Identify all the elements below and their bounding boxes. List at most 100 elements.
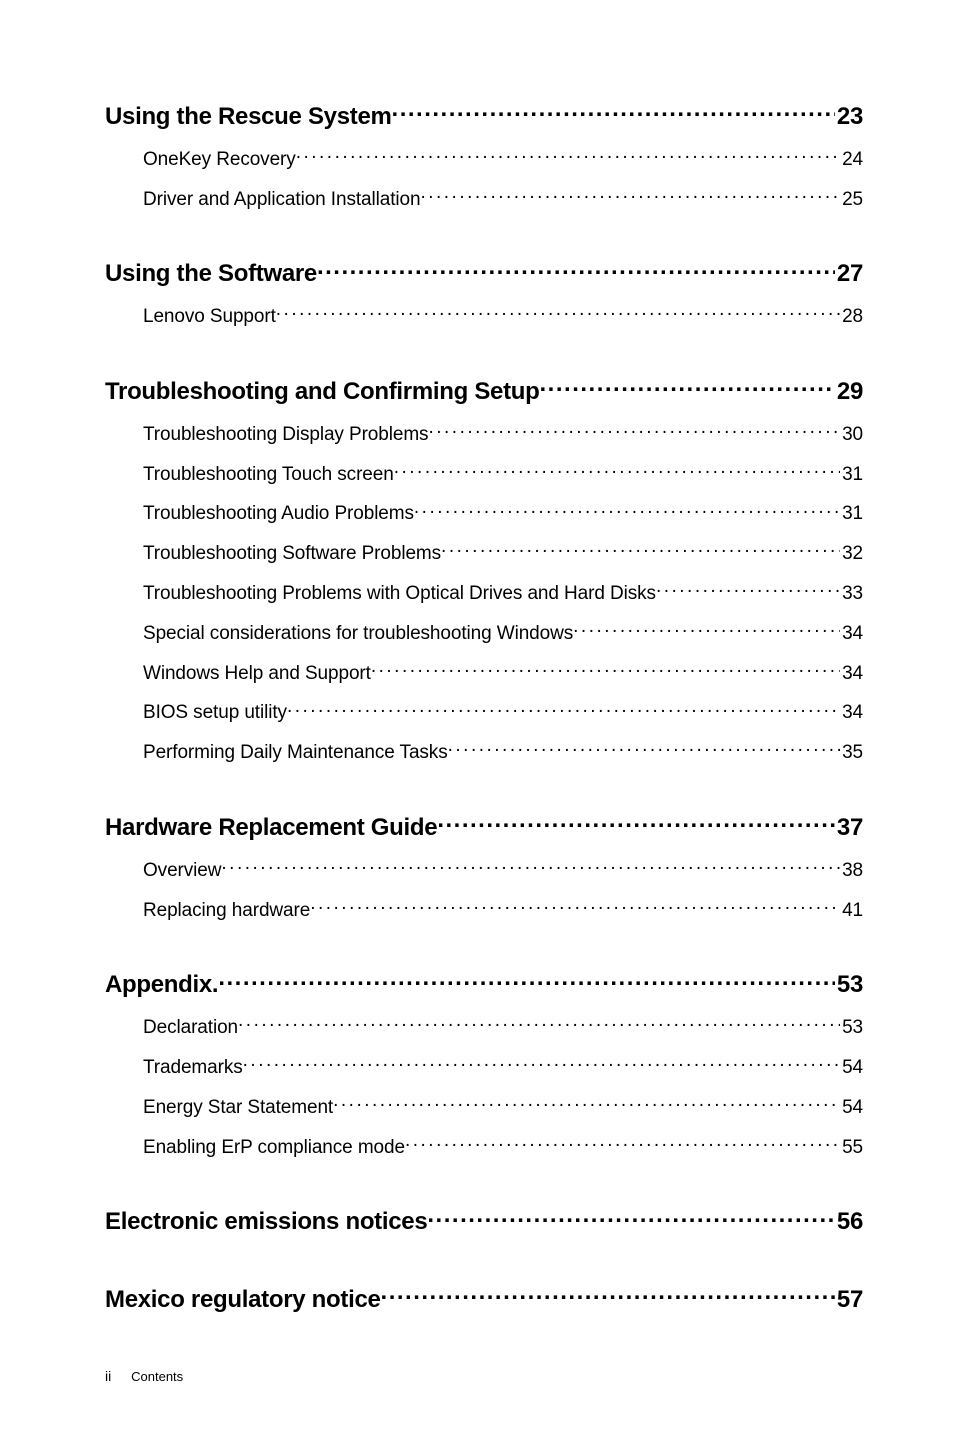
toc-heading-level2[interactable]: Troubleshooting Software Problems 32 xyxy=(105,540,863,566)
toc-heading-level2[interactable]: Declaration 53 xyxy=(105,1014,863,1040)
toc-heading-level2[interactable]: Windows Help and Support 34 xyxy=(105,660,863,686)
toc-heading-level2[interactable]: Troubleshooting Audio Problems 31 xyxy=(105,500,863,526)
toc-page-number: 53 xyxy=(840,1017,863,1040)
toc-page-number: 54 xyxy=(840,1057,863,1080)
toc-section: Using the Rescue System 23 OneKey Recover… xyxy=(105,100,863,211)
toc-page-number: 37 xyxy=(835,814,863,843)
toc-heading-level2[interactable]: Troubleshooting Touch screen 31 xyxy=(105,461,863,487)
toc-heading-level2[interactable]: Lenovo Support 28 xyxy=(105,303,863,329)
toc-heading-level2[interactable]: Performing Daily Maintenance Tasks 35 xyxy=(105,739,863,765)
toc-page-number: 35 xyxy=(840,742,863,765)
toc-leader xyxy=(381,1283,835,1307)
toc-page-number: 32 xyxy=(840,543,863,566)
toc-page-number: 54 xyxy=(840,1097,863,1120)
toc-leader xyxy=(394,461,840,480)
toc-heading-label: Mexico regulatory notice xyxy=(105,1286,381,1315)
toc-page-number: 57 xyxy=(835,1286,863,1315)
toc-heading-level2[interactable]: Troubleshooting Display Problems 30 xyxy=(105,421,863,447)
toc-leader xyxy=(371,660,840,679)
toc-item-label: Enabling ErP compliance mode xyxy=(143,1137,405,1160)
toc-heading-level2[interactable]: Driver and Application Installation25 xyxy=(105,186,863,212)
toc-heading-label: Electronic emissions notices xyxy=(105,1208,427,1237)
toc-heading-label: Appendix. xyxy=(105,971,218,1000)
toc-heading-level2[interactable]: BIOS setup utility34 xyxy=(105,699,863,725)
toc-page-number: 33 xyxy=(840,583,863,606)
toc-heading-label: Using the Software xyxy=(105,260,317,289)
toc-item-label: Troubleshooting Software Problems xyxy=(143,543,441,566)
toc-heading-level2[interactable]: Special considerations for troubleshooti… xyxy=(105,620,863,646)
toc-page-number: 34 xyxy=(840,702,863,725)
toc-section: Electronic emissions notices 56 xyxy=(105,1205,863,1237)
toc-section: Troubleshooting and Confirming Setup 29T… xyxy=(105,375,863,765)
toc-heading-level2[interactable]: Overview 38 xyxy=(105,857,863,883)
toc-heading-level1[interactable]: Appendix. 53 xyxy=(105,968,863,1000)
toc-heading-level2[interactable]: Troubleshooting Problems with Optical Dr… xyxy=(105,580,863,606)
toc-page-number: 34 xyxy=(840,663,863,686)
toc-leader xyxy=(656,580,840,599)
toc-item-label: Declaration xyxy=(143,1017,238,1040)
page-footer: ii Contents xyxy=(105,1368,183,1384)
toc-leader xyxy=(441,540,840,559)
toc-item-label: Special considerations for troubleshooti… xyxy=(143,623,573,646)
toc-item-label: Replacing hardware xyxy=(143,900,310,923)
toc-page-number: 53 xyxy=(835,971,863,1000)
toc-page-number: 29 xyxy=(835,378,863,407)
toc-leader xyxy=(414,500,840,519)
toc-heading-label: Troubleshooting and Confirming Setup xyxy=(105,378,540,407)
toc-leader xyxy=(448,739,840,758)
toc-section: Hardware Replacement Guide 37 Overview 38 R… xyxy=(105,811,863,922)
toc-item-label: Troubleshooting Problems with Optical Dr… xyxy=(143,583,656,606)
toc-leader xyxy=(428,421,840,440)
toc-heading-level2[interactable]: Trademarks 54 xyxy=(105,1054,863,1080)
toc-item-label: Driver and Application Installation xyxy=(143,189,420,212)
toc-leader xyxy=(405,1134,840,1153)
toc-item-label: Troubleshooting Audio Problems xyxy=(143,503,414,526)
toc-leader xyxy=(238,1014,840,1033)
toc-page-number: 41 xyxy=(840,900,863,923)
toc-item-label: Lenovo Support xyxy=(143,306,276,329)
toc-leader xyxy=(276,303,840,322)
toc-page-number: 38 xyxy=(840,860,863,883)
toc-page-number: 30 xyxy=(840,424,863,447)
toc-leader xyxy=(420,186,840,205)
footer-page-number: ii xyxy=(105,1368,111,1384)
toc-section: Appendix. 53Declaration53Trademarks54Ene… xyxy=(105,968,863,1159)
toc-heading-level1[interactable]: Electronic emissions notices 56 xyxy=(105,1205,863,1237)
toc-heading-level1[interactable]: Troubleshooting and Confirming Setup 29 xyxy=(105,375,863,407)
toc-leader xyxy=(310,897,840,916)
toc-leader xyxy=(317,257,835,281)
toc-page-number: 27 xyxy=(835,260,863,289)
toc-page-number: 24 xyxy=(840,149,863,172)
toc-page-number: 56 xyxy=(835,1208,863,1237)
toc-page: Using the Rescue System 23 OneKey Recover… xyxy=(105,100,863,1361)
toc-heading-level1[interactable]: Using the Rescue System 23 xyxy=(105,100,863,132)
toc-item-label: Troubleshooting Touch screen xyxy=(143,464,394,487)
toc-page-number: 31 xyxy=(840,464,863,487)
toc-leader xyxy=(333,1094,840,1113)
toc-section: Mexico regulatory notice 57 xyxy=(105,1283,863,1315)
toc-page-number: 55 xyxy=(840,1137,863,1160)
toc-heading-label: Using the Rescue System xyxy=(105,103,392,132)
toc-item-label: Troubleshooting Display Problems xyxy=(143,424,428,447)
toc-heading-level2[interactable]: Enabling ErP compliance mode 55 xyxy=(105,1134,863,1160)
toc-page-number: 31 xyxy=(840,503,863,526)
toc-item-label: Performing Daily Maintenance Tasks xyxy=(143,742,448,765)
toc-leader xyxy=(243,1054,840,1073)
toc-item-label: Windows Help and Support xyxy=(143,663,371,686)
toc-heading-level2[interactable]: Energy Star Statement 54 xyxy=(105,1094,863,1120)
toc-item-label: Overview xyxy=(143,860,221,883)
toc-heading-level1[interactable]: Mexico regulatory notice 57 xyxy=(105,1283,863,1315)
toc-leader xyxy=(296,146,840,165)
toc-leader xyxy=(287,699,840,718)
toc-heading-level1[interactable]: Using the Software 27 xyxy=(105,257,863,289)
toc-heading-level2[interactable]: Replacing hardware 41 xyxy=(105,897,863,923)
toc-heading-level1[interactable]: Hardware Replacement Guide 37 xyxy=(105,811,863,843)
toc-leader xyxy=(392,100,835,124)
toc-heading-level2[interactable]: OneKey Recovery24 xyxy=(105,146,863,172)
toc-leader xyxy=(221,857,840,876)
toc-page-number: 28 xyxy=(840,306,863,329)
toc-item-label: Energy Star Statement xyxy=(143,1097,333,1120)
toc-section: Using the Software 27 Lenovo Support 28 xyxy=(105,257,863,329)
toc-leader xyxy=(437,811,835,835)
toc-item-label: Trademarks xyxy=(143,1057,243,1080)
